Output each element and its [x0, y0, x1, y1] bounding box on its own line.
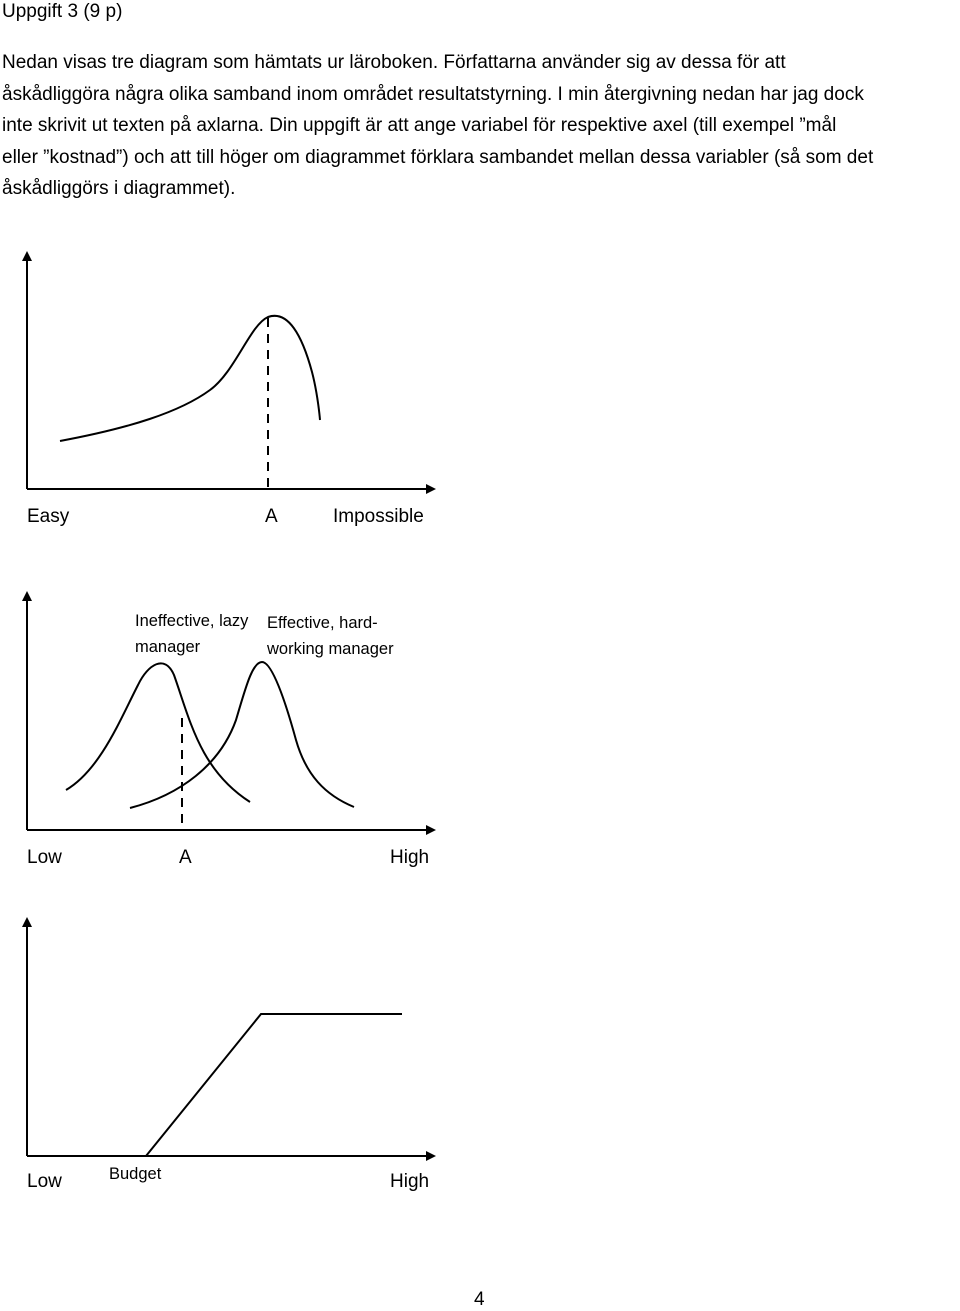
diagram-3-x-right-label: High	[390, 1171, 430, 1192]
page-number: 4	[474, 1289, 485, 1310]
diagram-2-curve-label-lazy: Ineffective, lazy manager	[135, 612, 249, 656]
task-heading: Uppgift 3 (9 p)	[2, 1, 123, 22]
diagram-2-curve-label-effective: Effective, hard-working manager	[267, 614, 394, 658]
paragraph-line: inte skrivit ut texten på axlarna. Din u…	[2, 115, 837, 136]
task-description: Nedan visas tre diagram som hämtats ur l…	[2, 47, 960, 205]
diagram-1-x-mid-label: A	[265, 506, 278, 527]
diagram-1	[22, 251, 436, 494]
diagram-2-x-mid-label: A	[179, 847, 192, 868]
diagram-2-curve-lazy	[65, 662, 251, 803]
diagram-3-x-left-label: Low	[27, 1171, 62, 1192]
diagram-2-x-left-label: Low	[27, 847, 62, 868]
paragraph-line: åskådliggörs i diagrammet).	[2, 178, 236, 199]
diagram-1-curve	[59, 314, 321, 442]
paragraph-line: Nedan visas tre diagram som hämtats ur l…	[2, 52, 786, 73]
diagram-1-x-right-label: Impossible	[333, 506, 424, 527]
paragraph-line: åskådliggöra några olika samband inom om…	[2, 83, 864, 105]
diagram-3-x-mid-label: Budget	[109, 1165, 162, 1183]
diagram-1-x-left-label: Easy	[27, 506, 70, 527]
diagram-2-curve-effective	[129, 660, 355, 809]
diagram-3-budget-line	[145, 1013, 402, 1157]
paragraph-line: eller ”kostnad”) och att till höger om d…	[2, 146, 874, 168]
diagram-3	[22, 917, 436, 1161]
diagram-2-x-right-label: High	[390, 847, 430, 868]
diagram-2	[22, 591, 436, 835]
